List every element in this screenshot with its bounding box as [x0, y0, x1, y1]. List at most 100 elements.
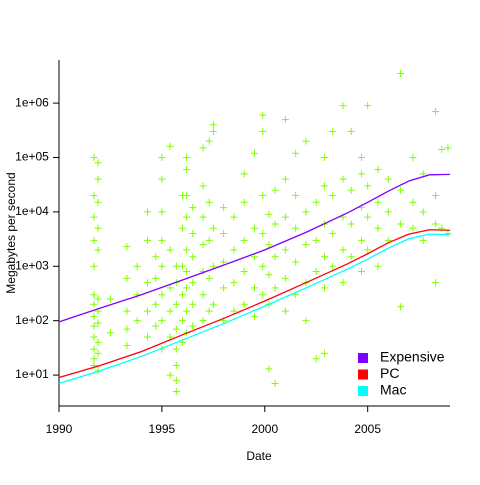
- data-point: [259, 111, 267, 119]
- y-tick-label: 1e+02: [15, 313, 49, 327]
- legend-label: PC: [380, 365, 399, 381]
- data-point: [158, 208, 166, 216]
- data-point: [178, 224, 186, 232]
- data-point: [329, 230, 337, 238]
- data-point: [94, 246, 102, 254]
- data-point: [339, 175, 347, 183]
- data-point: [90, 153, 98, 161]
- data-point: [281, 115, 289, 123]
- data-point: [172, 262, 180, 270]
- data-point: [347, 253, 355, 261]
- data-point: [339, 246, 347, 254]
- data-point: [240, 300, 248, 308]
- data-point: [90, 291, 98, 299]
- data-point: [209, 121, 217, 129]
- data-point: [205, 137, 213, 145]
- data-point: [189, 279, 197, 287]
- data-point: [94, 319, 102, 327]
- data-point: [90, 236, 98, 244]
- y-axis-label: Megabytes per second: [4, 172, 18, 293]
- data-point: [94, 198, 102, 206]
- data-point: [312, 236, 320, 244]
- data-point: [94, 224, 102, 232]
- data-point: [271, 186, 279, 194]
- data-point: [281, 175, 289, 183]
- data-point: [205, 198, 213, 206]
- data-point: [166, 142, 174, 150]
- data-point: [90, 300, 98, 308]
- data-point: [94, 338, 102, 346]
- data-point: [209, 128, 217, 136]
- data-point: [302, 241, 310, 249]
- legend-label: Expensive: [380, 349, 445, 365]
- data-point: [189, 204, 197, 212]
- legend-swatch: [358, 369, 368, 380]
- data-point: [123, 325, 131, 333]
- data-point: [123, 341, 131, 349]
- data-point: [259, 192, 267, 200]
- data-point: [183, 307, 191, 315]
- data-point: [259, 128, 267, 136]
- data-point: [143, 236, 151, 244]
- data-point: [320, 284, 328, 292]
- legend-swatch: [358, 386, 368, 396]
- data-point: [271, 253, 279, 261]
- x-tick-label: 2000: [251, 422, 278, 436]
- data-point: [432, 108, 440, 116]
- data-point: [251, 284, 258, 292]
- data-point: [397, 70, 405, 78]
- data-point: [183, 246, 191, 254]
- data-point: [199, 182, 207, 190]
- data-point: [178, 262, 186, 270]
- data-point: [230, 279, 238, 287]
- data-point: [152, 322, 160, 330]
- data-point: [90, 333, 98, 341]
- data-point: [152, 274, 160, 282]
- data-point: [123, 274, 131, 282]
- data-point: [397, 220, 405, 228]
- data-point: [199, 317, 207, 325]
- data-point: [364, 102, 372, 110]
- data-point: [143, 279, 151, 287]
- data-point: [292, 149, 300, 157]
- x-tick-label: 1995: [149, 422, 176, 436]
- data-point: [152, 300, 160, 308]
- data-point: [143, 333, 151, 341]
- data-point: [205, 307, 213, 315]
- y-tick-label: 1e+05: [15, 150, 49, 164]
- data-point: [347, 220, 355, 228]
- data-point: [123, 307, 131, 315]
- data-point: [281, 274, 289, 282]
- data-point: [178, 291, 186, 299]
- data-point: [94, 295, 102, 303]
- data-point: [409, 153, 417, 161]
- data-point: [183, 284, 191, 292]
- data-point: [271, 284, 279, 292]
- data-point: [94, 175, 102, 183]
- data-point: [265, 210, 273, 218]
- y-tick-label: 1e+06: [15, 95, 49, 109]
- series-line: [58, 233, 451, 385]
- data-point: [302, 137, 310, 145]
- data-point: [199, 213, 207, 221]
- data-point: [220, 284, 228, 292]
- data-point: [166, 307, 174, 315]
- data-point: [358, 268, 366, 276]
- data-point: [220, 230, 228, 238]
- data-point: [189, 322, 197, 330]
- data-point: [271, 379, 279, 387]
- data-point: [397, 303, 405, 311]
- data-point: [209, 300, 217, 308]
- data-point: [106, 295, 114, 303]
- data-point: [90, 322, 98, 330]
- data-point: [281, 307, 289, 315]
- data-point: [178, 317, 186, 325]
- data-point: [152, 253, 160, 261]
- data-point: [158, 291, 166, 299]
- data-point: [166, 371, 174, 379]
- data-point: [158, 317, 166, 325]
- data-point: [94, 159, 102, 167]
- data-point: [158, 236, 166, 244]
- data-point: [444, 230, 452, 238]
- data-point: [94, 349, 102, 357]
